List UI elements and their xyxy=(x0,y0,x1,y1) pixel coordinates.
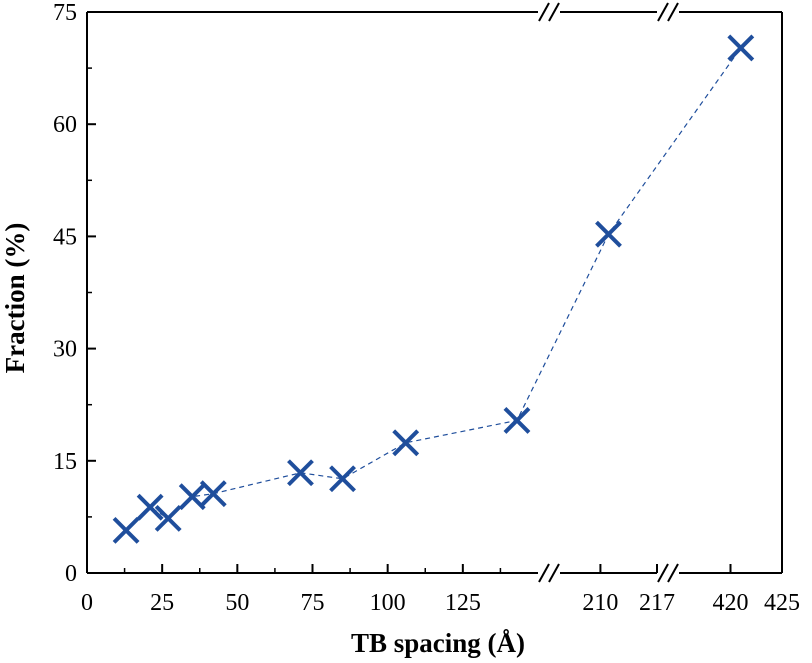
data-point xyxy=(727,34,755,62)
data-point xyxy=(287,459,314,487)
axis-break-mark-1-1-0 xyxy=(657,2,669,22)
data-point xyxy=(392,429,420,457)
x-tick-label: 0 xyxy=(81,590,93,616)
x-axis-title: TB spacing (Å) xyxy=(351,628,525,658)
axis-break-mark-0-0-0 xyxy=(538,563,550,583)
axis-break-mark-1-1-1 xyxy=(667,2,679,22)
axis-break-mark-1-0-1 xyxy=(667,563,679,583)
series-line-0 xyxy=(125,47,742,531)
axis-break-mark-1-0-0 xyxy=(657,563,669,583)
x-tick-label: 425 xyxy=(764,590,800,616)
y-tick-label: 45 xyxy=(53,224,77,250)
axis-break-mark-0-1-1 xyxy=(548,2,560,22)
x-tick-label: 75 xyxy=(301,590,325,616)
plot-area: 0 15 30 45 60 75 0 25 50 75 100 125 210 217 420 425 xyxy=(53,0,800,616)
data-point xyxy=(112,516,140,544)
data-point xyxy=(136,493,164,521)
x-tick-label: 420 xyxy=(713,590,749,616)
x-tick-label: 217 xyxy=(639,590,675,616)
data-point xyxy=(178,483,206,511)
data-point xyxy=(154,504,182,532)
x-tick-label: 125 xyxy=(445,590,481,616)
data-point xyxy=(329,465,356,493)
x-tick-label: 50 xyxy=(225,590,249,616)
axis-break-mark-0-1-0 xyxy=(538,2,550,22)
y-tick-label: 30 xyxy=(53,337,77,363)
data-point xyxy=(199,480,227,508)
data-point xyxy=(503,406,531,434)
axis-break-mark-0-0-1 xyxy=(548,563,560,583)
x-tick-label: 25 xyxy=(150,590,174,616)
y-tick-label: 75 xyxy=(53,0,77,26)
y-axis-title: Fraction (%) xyxy=(0,223,30,374)
y-tick-label: 0 xyxy=(65,561,77,587)
x-tick-label: 100 xyxy=(370,590,406,616)
y-tick-label: 60 xyxy=(53,112,77,138)
data-point xyxy=(595,220,622,248)
y-tick-label: 15 xyxy=(53,449,77,475)
x-tick-label: 210 xyxy=(582,590,618,616)
